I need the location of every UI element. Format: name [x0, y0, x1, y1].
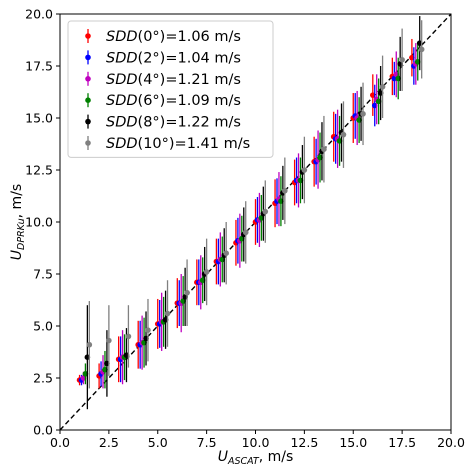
x-tick-label: 7.5	[197, 435, 217, 450]
data-point	[321, 146, 327, 152]
x-axis-label-unit: , m/s	[259, 449, 294, 465]
data-point	[223, 250, 229, 256]
legend-entry-4: SDD(8°)=1.22 m/s	[85, 114, 241, 131]
data-point	[145, 327, 151, 333]
legend-label: SDD(0°)=1.06 m/s	[106, 29, 241, 45]
legend-marker	[85, 97, 91, 103]
x-tick-label: 20.0	[437, 435, 465, 450]
series-5	[86, 20, 425, 389]
y-tick-label: 12.5	[25, 163, 53, 178]
legend-label: SDD(2°)=1.04 m/s	[106, 50, 241, 66]
y-axis-label-unit: , m/s	[9, 184, 25, 219]
series-3	[82, 43, 421, 389]
x-tick-label: 15.0	[339, 435, 367, 450]
x-tick-label: 2.5	[99, 435, 119, 450]
data-point	[164, 310, 171, 317]
x-axis-label: UASCAT, m/s	[218, 449, 294, 467]
y-axis-label-sub: DPRKu	[16, 218, 27, 250]
y-axis-label: UDPRKu, m/s	[9, 184, 27, 260]
x-tick-label: 5.0	[148, 435, 168, 450]
legend-marker	[85, 33, 91, 39]
legend-box	[67, 20, 274, 158]
legend-entry-1: SDD(2°)=1.04 m/s	[85, 50, 241, 66]
series-0	[76, 38, 415, 389]
data-point	[86, 341, 93, 348]
x-axis: 0.0 2.5 5.0 7.5 10.0 12.5 15.0 17.5 20.0	[50, 430, 465, 450]
legend-label: SDD(10°)=1.41 m/s	[106, 136, 250, 152]
data-point	[125, 333, 132, 340]
data-point	[399, 56, 405, 63]
x-tick-label: 10.0	[242, 435, 270, 450]
legend-label: SDD(4°)=1.21 m/s	[106, 72, 241, 88]
data-point	[262, 208, 269, 215]
data-point	[242, 229, 249, 236]
y-axis-label-main: U	[9, 250, 25, 260]
x-axis-label-sub: ASCAT	[227, 456, 260, 467]
legend-marker	[85, 76, 91, 82]
y-tick-label: 15.0	[25, 111, 53, 126]
x-tick-label: 0.0	[50, 435, 70, 450]
data-point	[301, 167, 308, 173]
x-tick-label: 12.5	[290, 435, 318, 450]
legend-marker	[85, 54, 91, 61]
y-tick-label: 2.5	[33, 371, 53, 386]
data-point	[340, 131, 347, 138]
x-tick-label: 17.5	[388, 435, 416, 450]
y-tick-label: 0.0	[33, 423, 53, 438]
data-point	[106, 337, 112, 344]
data-point	[282, 188, 288, 194]
legend-label: SDD(8°)=1.22 m/s	[106, 115, 241, 131]
y-axis: 0.0 2.5 5.0 7.5 10.0 12.5 15.0 17.5 20.0	[25, 7, 60, 438]
y-tick-label: 10.0	[25, 215, 53, 230]
legend-entry-0: SDD(0°)=1.06 m/s	[85, 29, 241, 45]
legend-label: SDD(6°)=1.09 m/s	[106, 93, 241, 109]
legend-entry-2: SDD(4°)=1.21 m/s	[85, 71, 241, 88]
legend: SDD(0°)=1.06 m/s SDD(2°)=1.04 m/s SDD(4°)=…	[67, 20, 274, 158]
x-axis-label-main: U	[218, 449, 228, 465]
reference-line	[59, 13, 452, 431]
legend-marker	[85, 118, 91, 125]
data-point	[418, 46, 425, 53]
legend-entry-3: SDD(6°)=1.09 m/s	[85, 93, 241, 109]
data-point	[379, 84, 386, 90]
data-point	[203, 269, 210, 275]
data-point	[360, 111, 366, 117]
y-tick-label: 5.0	[33, 319, 53, 334]
legend-entry-5: SDD(10°)=1.41 m/s	[85, 136, 250, 152]
plot-marks	[59, 13, 452, 431]
legend-marker	[85, 140, 91, 146]
y-tick-label: 20.0	[25, 7, 53, 22]
y-tick-label: 17.5	[25, 59, 53, 74]
data-point	[184, 289, 190, 296]
y-tick-label: 7.5	[33, 267, 53, 282]
